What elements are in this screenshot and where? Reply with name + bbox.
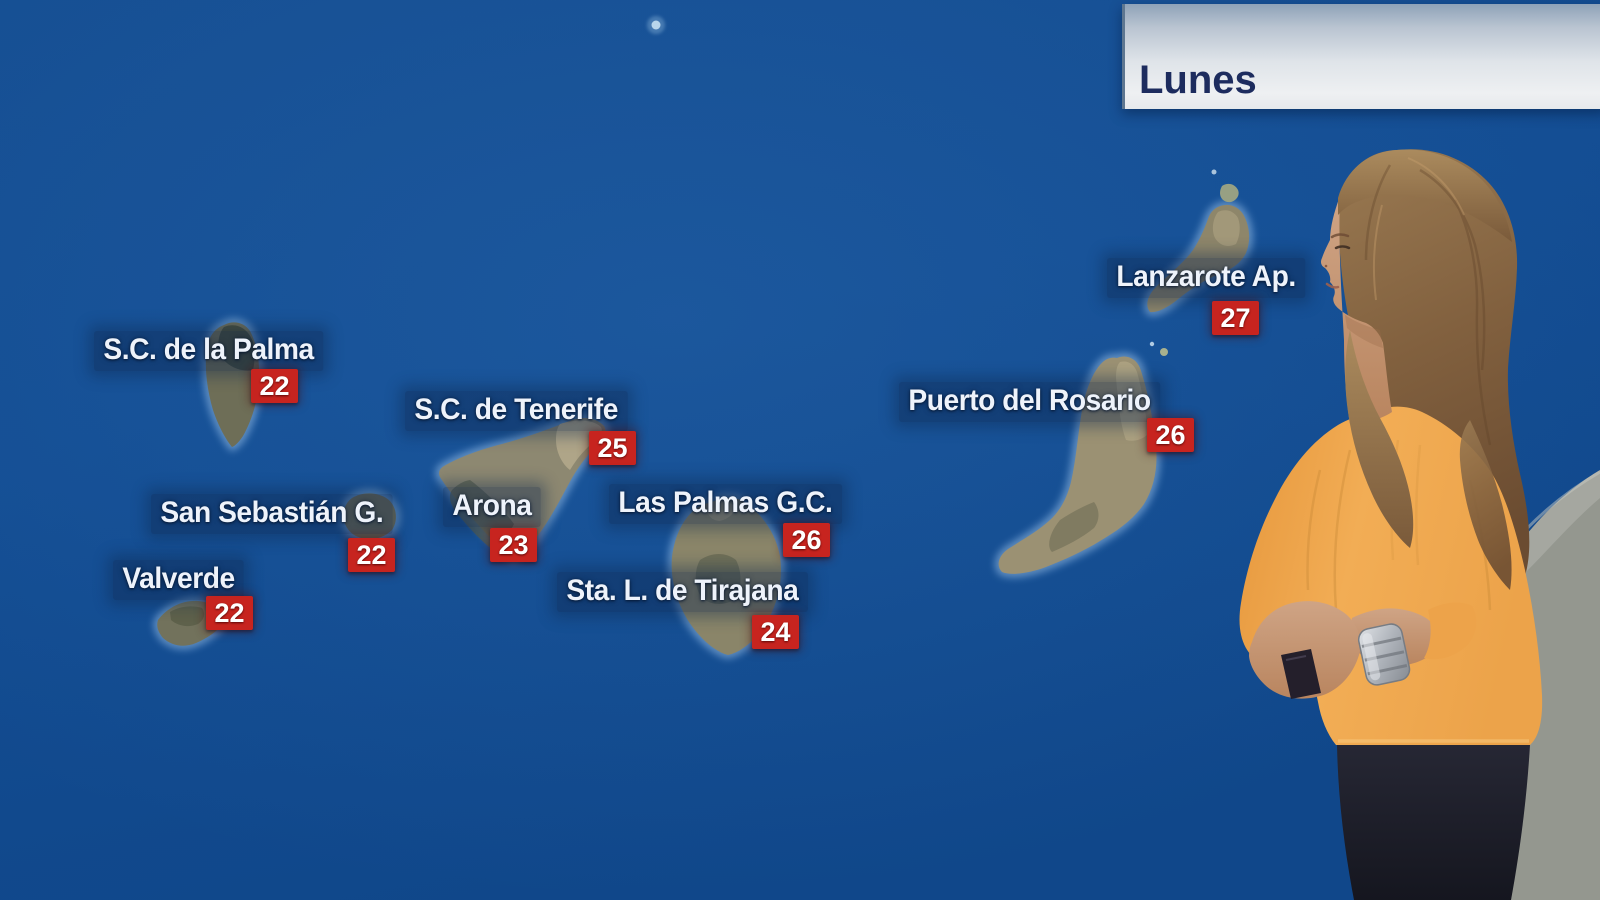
day-label: Lunes	[1139, 58, 1257, 102]
islet-lobos	[1160, 348, 1168, 356]
presenter-face	[1321, 196, 1392, 424]
face-details	[1324, 233, 1351, 289]
eyebrow	[1330, 233, 1350, 239]
sleeve-cuff	[1424, 602, 1477, 660]
island-fuerteventura	[999, 341, 1168, 574]
nostril	[1324, 264, 1328, 268]
watch	[1357, 623, 1411, 686]
island-la-palma	[206, 322, 259, 447]
hair-strands	[1364, 164, 1492, 446]
islet-la-graciosa	[1220, 183, 1239, 203]
presenter-hair-front	[1338, 149, 1512, 590]
presenter-hands	[1249, 601, 1361, 699]
eye	[1334, 245, 1351, 250]
neck-shadow	[1345, 315, 1383, 348]
lips	[1325, 282, 1340, 289]
remote-clicker	[1281, 649, 1321, 699]
hair-highlights	[1373, 157, 1465, 301]
day-banner: Lunes	[1122, 4, 1600, 109]
island-lanzarote	[1147, 169, 1249, 313]
island-la-gomera	[344, 493, 396, 539]
presenter-skirt	[1337, 745, 1530, 900]
tiny-islet-north	[647, 16, 665, 34]
